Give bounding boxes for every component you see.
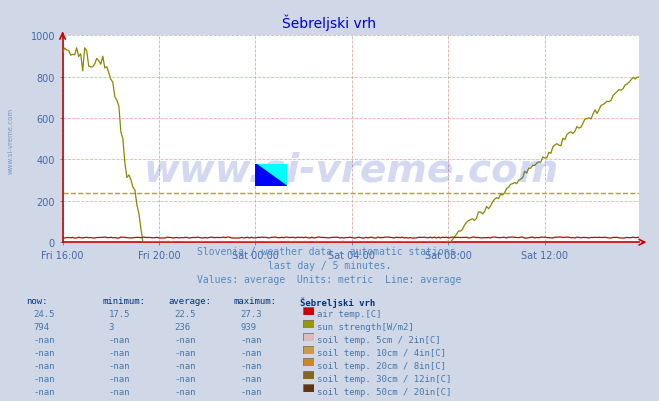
Text: -nan: -nan: [175, 335, 196, 344]
Text: -nan: -nan: [109, 335, 130, 344]
Text: 24.5: 24.5: [33, 310, 55, 318]
Text: -nan: -nan: [33, 348, 55, 357]
Text: Šebreljski vrh: Šebreljski vrh: [300, 297, 375, 307]
Text: air temp.[C]: air temp.[C]: [317, 310, 382, 318]
Text: 794: 794: [33, 322, 49, 331]
Text: -nan: -nan: [175, 348, 196, 357]
Polygon shape: [255, 164, 287, 187]
Polygon shape: [255, 164, 287, 187]
Text: 17.5: 17.5: [109, 310, 130, 318]
Text: soil temp. 10cm / 4in[C]: soil temp. 10cm / 4in[C]: [317, 348, 446, 357]
Text: www.si-vreme.com: www.si-vreme.com: [143, 151, 559, 189]
Text: -nan: -nan: [109, 361, 130, 370]
Text: minimum:: minimum:: [102, 297, 145, 306]
Text: -nan: -nan: [109, 348, 130, 357]
Text: -nan: -nan: [241, 374, 262, 383]
Text: -nan: -nan: [33, 374, 55, 383]
Text: www.si-vreme.com: www.si-vreme.com: [8, 107, 14, 173]
Text: 27.3: 27.3: [241, 310, 262, 318]
Text: Šebreljski vrh: Šebreljski vrh: [283, 14, 376, 30]
Text: Slovenia / weather data - automatic stations.: Slovenia / weather data - automatic stat…: [197, 247, 462, 257]
Text: 3: 3: [109, 322, 114, 331]
Text: now:: now:: [26, 297, 48, 306]
Text: -nan: -nan: [241, 348, 262, 357]
Text: -nan: -nan: [33, 387, 55, 395]
Text: sun strength[W/m2]: sun strength[W/m2]: [317, 322, 414, 331]
Text: -nan: -nan: [33, 335, 55, 344]
Text: -nan: -nan: [241, 361, 262, 370]
Text: -nan: -nan: [241, 387, 262, 395]
Text: Values: average  Units: metric  Line: average: Values: average Units: metric Line: aver…: [197, 275, 462, 285]
Text: -nan: -nan: [33, 361, 55, 370]
Text: -nan: -nan: [175, 361, 196, 370]
Text: soil temp. 20cm / 8in[C]: soil temp. 20cm / 8in[C]: [317, 361, 446, 370]
Text: soil temp. 50cm / 20in[C]: soil temp. 50cm / 20in[C]: [317, 387, 451, 395]
Text: last day / 5 minutes.: last day / 5 minutes.: [268, 261, 391, 271]
Text: 22.5: 22.5: [175, 310, 196, 318]
Text: -nan: -nan: [241, 335, 262, 344]
Text: -nan: -nan: [175, 374, 196, 383]
Text: -nan: -nan: [175, 387, 196, 395]
Text: maximum:: maximum:: [234, 297, 277, 306]
Text: -nan: -nan: [109, 374, 130, 383]
Text: -nan: -nan: [109, 387, 130, 395]
Text: average:: average:: [168, 297, 211, 306]
Text: 939: 939: [241, 322, 256, 331]
Text: soil temp. 5cm / 2in[C]: soil temp. 5cm / 2in[C]: [317, 335, 441, 344]
Text: 236: 236: [175, 322, 190, 331]
Text: soil temp. 30cm / 12in[C]: soil temp. 30cm / 12in[C]: [317, 374, 451, 383]
